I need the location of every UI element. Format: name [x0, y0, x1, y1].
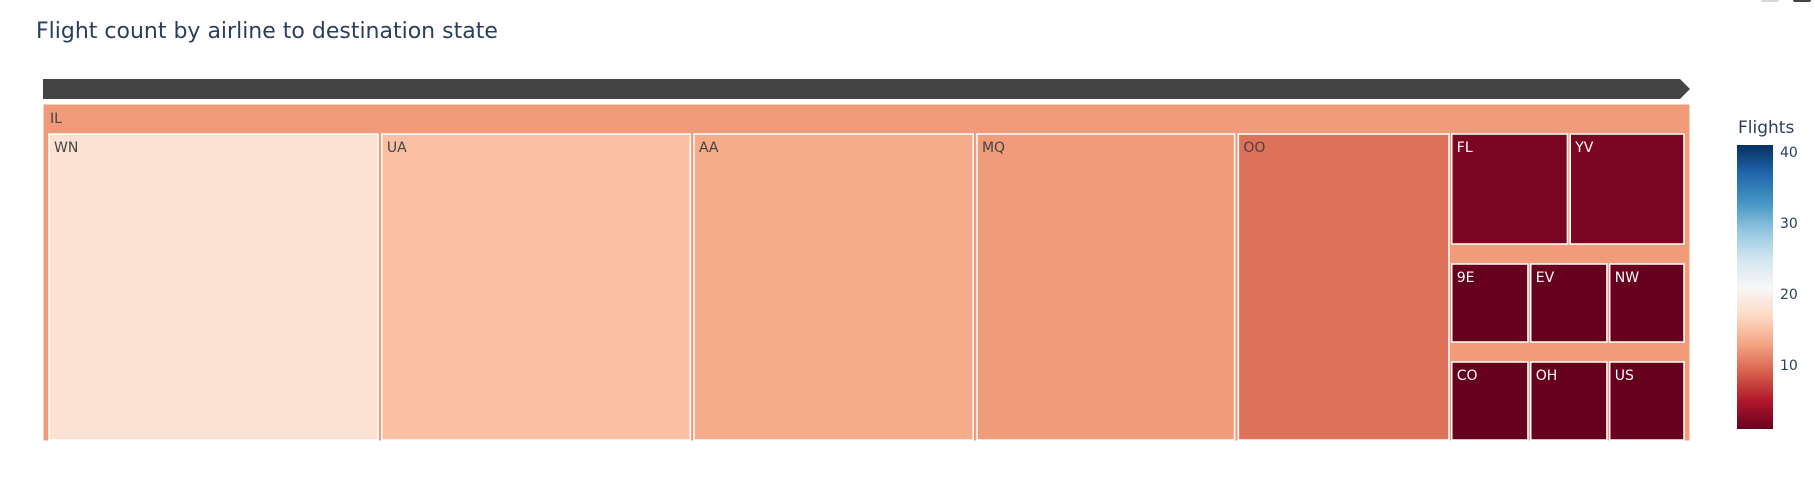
tile-co[interactable] [1451, 361, 1529, 441]
chart-title: Flight count by airline to destination s… [36, 19, 498, 44]
tile-oo[interactable] [1237, 133, 1450, 441]
modebar [1755, 0, 1815, 4]
tile-label-ua: UA [387, 140, 407, 156]
tile-label-nw: NW [1615, 270, 1639, 286]
tile-9e[interactable] [1451, 263, 1529, 343]
tile-label-oh: OH [1536, 368, 1558, 384]
tile-label-mq: MQ [982, 140, 1005, 156]
tile-ev[interactable] [1529, 263, 1608, 343]
colorbar: Flights 10 20 30 40 [1737, 118, 1798, 429]
tile-label-fl: FL [1457, 140, 1473, 156]
colorbar-tick-30: 30 [1780, 216, 1798, 232]
modebar-camera-icon[interactable] [1761, 0, 1779, 2]
tile-nw[interactable] [1608, 263, 1685, 343]
colorbar-gradient [1737, 145, 1773, 429]
treemap-area: IL WN UA AA MQ OO FL YV 9E EV NW CO OH US [42, 103, 1691, 442]
tile-mq[interactable] [976, 133, 1236, 441]
colorbar-tick-20: 20 [1780, 287, 1798, 303]
tile-label-9e: 9E [1457, 270, 1475, 286]
tile-aa[interactable] [693, 133, 974, 441]
tile-ua[interactable] [381, 133, 691, 441]
tile-us[interactable] [1608, 361, 1685, 441]
tile-label-us: US [1615, 368, 1634, 384]
tile-fl[interactable] [1451, 133, 1569, 245]
tile-wn[interactable] [48, 133, 379, 441]
colorbar-tick-40: 40 [1780, 145, 1798, 161]
tile-yv[interactable] [1569, 133, 1685, 245]
plotly-logo-icon[interactable] [1793, 0, 1811, 2]
tile-label-oo: OO [1243, 140, 1265, 156]
tile-label-yv: YV [1574, 140, 1594, 156]
tile-root-label: IL [50, 111, 62, 127]
tile-label-wn: WN [54, 140, 78, 156]
pathbar[interactable] [43, 79, 1690, 99]
colorbar-tick-10: 10 [1780, 358, 1798, 374]
tile-label-ev: EV [1536, 270, 1555, 286]
tile-label-aa: AA [699, 140, 719, 156]
colorbar-title: Flights [1738, 118, 1794, 138]
tile-oh[interactable] [1529, 361, 1608, 441]
tile-label-co: CO [1457, 368, 1478, 384]
